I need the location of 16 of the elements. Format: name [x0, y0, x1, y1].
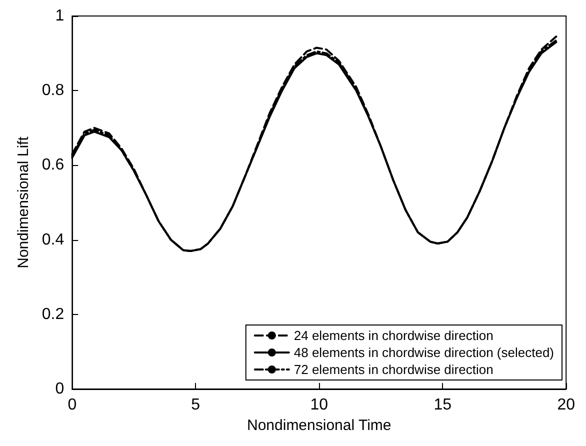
- x-tick-label: 15: [434, 396, 452, 414]
- x-tick-label: 0: [68, 396, 77, 414]
- x-axis-title: Nondimensional Time: [246, 416, 392, 434]
- x-tick-label: 5: [191, 396, 200, 414]
- legend-label: 24 elements in chordwise direction: [294, 328, 494, 343]
- y-tick-label: 0: [55, 380, 64, 398]
- y-tick-label: 0.6: [42, 156, 64, 174]
- legend-label: 72 elements in chordwise direction: [294, 362, 494, 377]
- y-tick-label: 1: [55, 8, 64, 24]
- y-tick-label: 0.2: [42, 306, 64, 323]
- x-tick-label: 10: [310, 396, 328, 414]
- y-axis-title: Nondimensional Lift: [15, 136, 32, 268]
- x-tick-label: 20: [557, 396, 576, 414]
- y-tick-label: 0.8: [42, 82, 64, 100]
- legend-label: 48 elements in chordwise direction (selected): [294, 345, 554, 360]
- y-tick-label: 0.4: [42, 231, 64, 248]
